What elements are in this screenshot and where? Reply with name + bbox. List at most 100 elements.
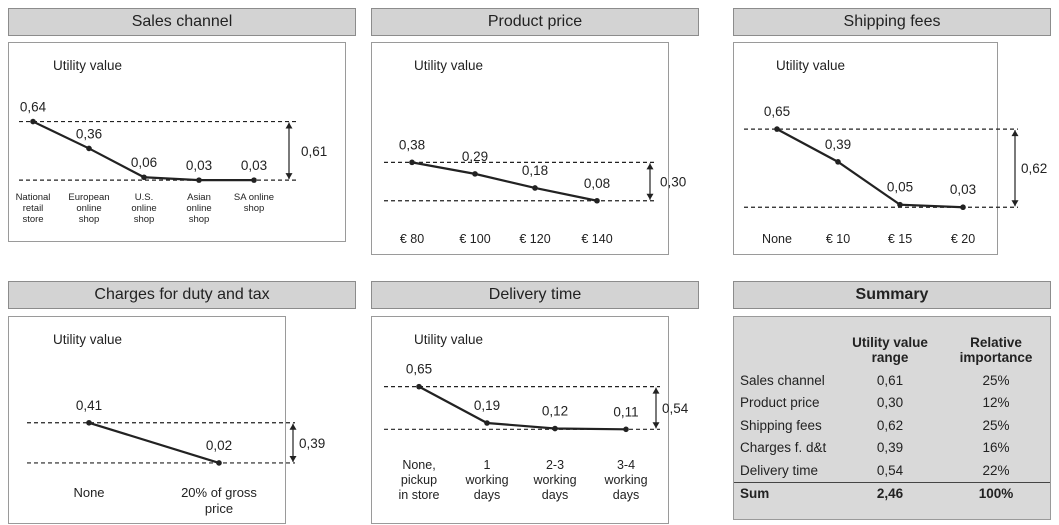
summary-row-label: Charges f. d&t [740, 440, 827, 456]
shipping-fees-plot: Utility value 0,62 0,65 None 0,39 € 10 0,05 € 1… [744, 58, 1047, 246]
data-label: 0,65 [406, 362, 432, 377]
y-axis-label: Utility value [53, 332, 122, 347]
data-label: 0,08 [584, 176, 610, 191]
category-label: € 140 [581, 232, 612, 246]
delivery-time-header: Delivery time [371, 281, 699, 309]
summary-range-value: 2,46 [838, 481, 942, 505]
summary-table-body: Sales channel 0,61 25% Product price 0,30 12%… [734, 369, 1050, 505]
summary-range-value: 0,54 [876, 462, 904, 478]
series-line [418, 385, 627, 431]
summary-row-label: Sales channel [740, 372, 825, 388]
range-arrow-head-down [285, 173, 293, 180]
data-label: 0,41 [76, 398, 102, 413]
product-price-header: Product price [371, 8, 699, 36]
series-line [88, 421, 220, 464]
summary-importance-value: 25% [982, 417, 1010, 433]
data-point [774, 126, 780, 132]
product-price-chart: Utility value 0,30 0,38 € 80 0,29 € 100 0,18 € … [371, 42, 686, 255]
data-point [594, 197, 600, 204]
data-point [251, 177, 257, 183]
data-label: 0,06 [131, 155, 157, 170]
series-line [32, 120, 254, 182]
range-arrow-head-up [1011, 130, 1019, 137]
summary-row-label: Delivery time [740, 462, 819, 478]
summary-col-importance: Relative importance [959, 335, 1033, 365]
category-label: 3-4 working days [603, 458, 647, 502]
summary-range-value: 0,30 [876, 395, 904, 411]
category-label: 1 working days [464, 458, 508, 502]
range-arrow-head-down [1011, 200, 1019, 207]
data-point [409, 159, 415, 166]
data-point [86, 145, 92, 152]
summary-table-box: Utility value range Relative importance … [733, 316, 1051, 520]
summary-row: Delivery time 0,54 22% [734, 459, 1050, 482]
range-arrow-head-up [646, 163, 654, 170]
data-point [30, 118, 36, 125]
data-point [532, 185, 538, 191]
data-point [196, 177, 202, 183]
sales-channel-header: Sales channel [8, 8, 356, 36]
data-point [897, 201, 903, 208]
data-point [552, 425, 558, 432]
range-label: 0,54 [662, 401, 689, 416]
summary-row-label: Product price [740, 395, 820, 411]
summary-importance-value: 12% [982, 395, 1010, 411]
y-axis-label: Utility value [776, 58, 845, 73]
data-label: 0,64 [20, 100, 47, 115]
data-label: 0,18 [522, 163, 548, 178]
range-label: 0,62 [1021, 161, 1047, 176]
summary-row-label: Shipping fees [740, 417, 822, 433]
duty-tax-plot: Utility value 0,39 0,41 None 0,02 20% of gros… [27, 332, 325, 516]
sales-channel-chart: Utility value 0,61 0,64 National retail store… [8, 42, 346, 242]
category-label: € 20 [951, 232, 975, 246]
category-label: National retail store [16, 192, 51, 225]
data-label: 0,02 [206, 438, 232, 453]
summary-row: Charges f. d&t 0,39 16% [734, 437, 1050, 460]
range-label: 0,30 [660, 175, 686, 190]
series-line [411, 161, 598, 202]
range-arrow-head-up [652, 387, 660, 394]
category-label: € 80 [400, 232, 424, 246]
data-label: 0,38 [399, 137, 425, 152]
summary-range-value: 0,62 [876, 417, 904, 433]
category-label: None, pickup in store [399, 458, 440, 502]
category-label: None [73, 485, 104, 500]
duty-tax-header: Charges for duty and tax [8, 281, 356, 309]
summary-importance-value: 22% [982, 462, 1010, 478]
summary-row: Shipping fees 0,62 25% [734, 414, 1050, 437]
range-arrow-head-down [646, 193, 654, 200]
category-label: € 120 [519, 232, 550, 246]
data-label: 0,19 [474, 398, 500, 413]
product-price-plot: Utility value 0,30 0,38 € 80 0,29 € 100 0,18 € … [384, 58, 686, 246]
summary-importance-value: 100% [942, 481, 1050, 505]
range-label: 0,39 [299, 436, 325, 451]
range-arrow-head-down [289, 455, 297, 462]
data-label: 0,11 [613, 404, 638, 419]
summary-importance-value: 16% [982, 440, 1010, 456]
data-point [960, 204, 966, 211]
range-arrow-head-down [652, 422, 660, 429]
data-point [484, 420, 490, 426]
data-point [472, 171, 478, 177]
data-point [835, 159, 841, 165]
data-label: 0,36 [76, 126, 102, 141]
category-label: € 10 [826, 232, 850, 246]
range-label: 0,61 [301, 144, 327, 159]
data-label: 0,39 [825, 137, 851, 152]
duty-tax-chart: Utility value 0,39 0,41 None 0,02 20% of gros… [8, 316, 325, 524]
category-label: U.S. online shop [131, 192, 156, 225]
data-label: 0,29 [462, 149, 488, 164]
category-label: 20% of gross price [181, 485, 257, 516]
data-point [86, 419, 92, 426]
category-label: € 100 [459, 232, 490, 246]
y-axis-label: Utility value [53, 58, 122, 73]
category-label: None [762, 232, 792, 246]
summary-total-row: Sum 2,46 100% [734, 481, 1050, 505]
data-label: 0,03 [186, 158, 212, 173]
summary-importance-value: 25% [982, 372, 1010, 388]
summary-range-value: 0,39 [876, 440, 904, 456]
delivery-time-chart: Utility value 0,54 0,65 None, pickup in store… [371, 316, 689, 524]
data-label: 0,03 [950, 182, 976, 197]
data-label: 0,05 [887, 180, 913, 195]
data-label: 0,12 [542, 404, 568, 419]
